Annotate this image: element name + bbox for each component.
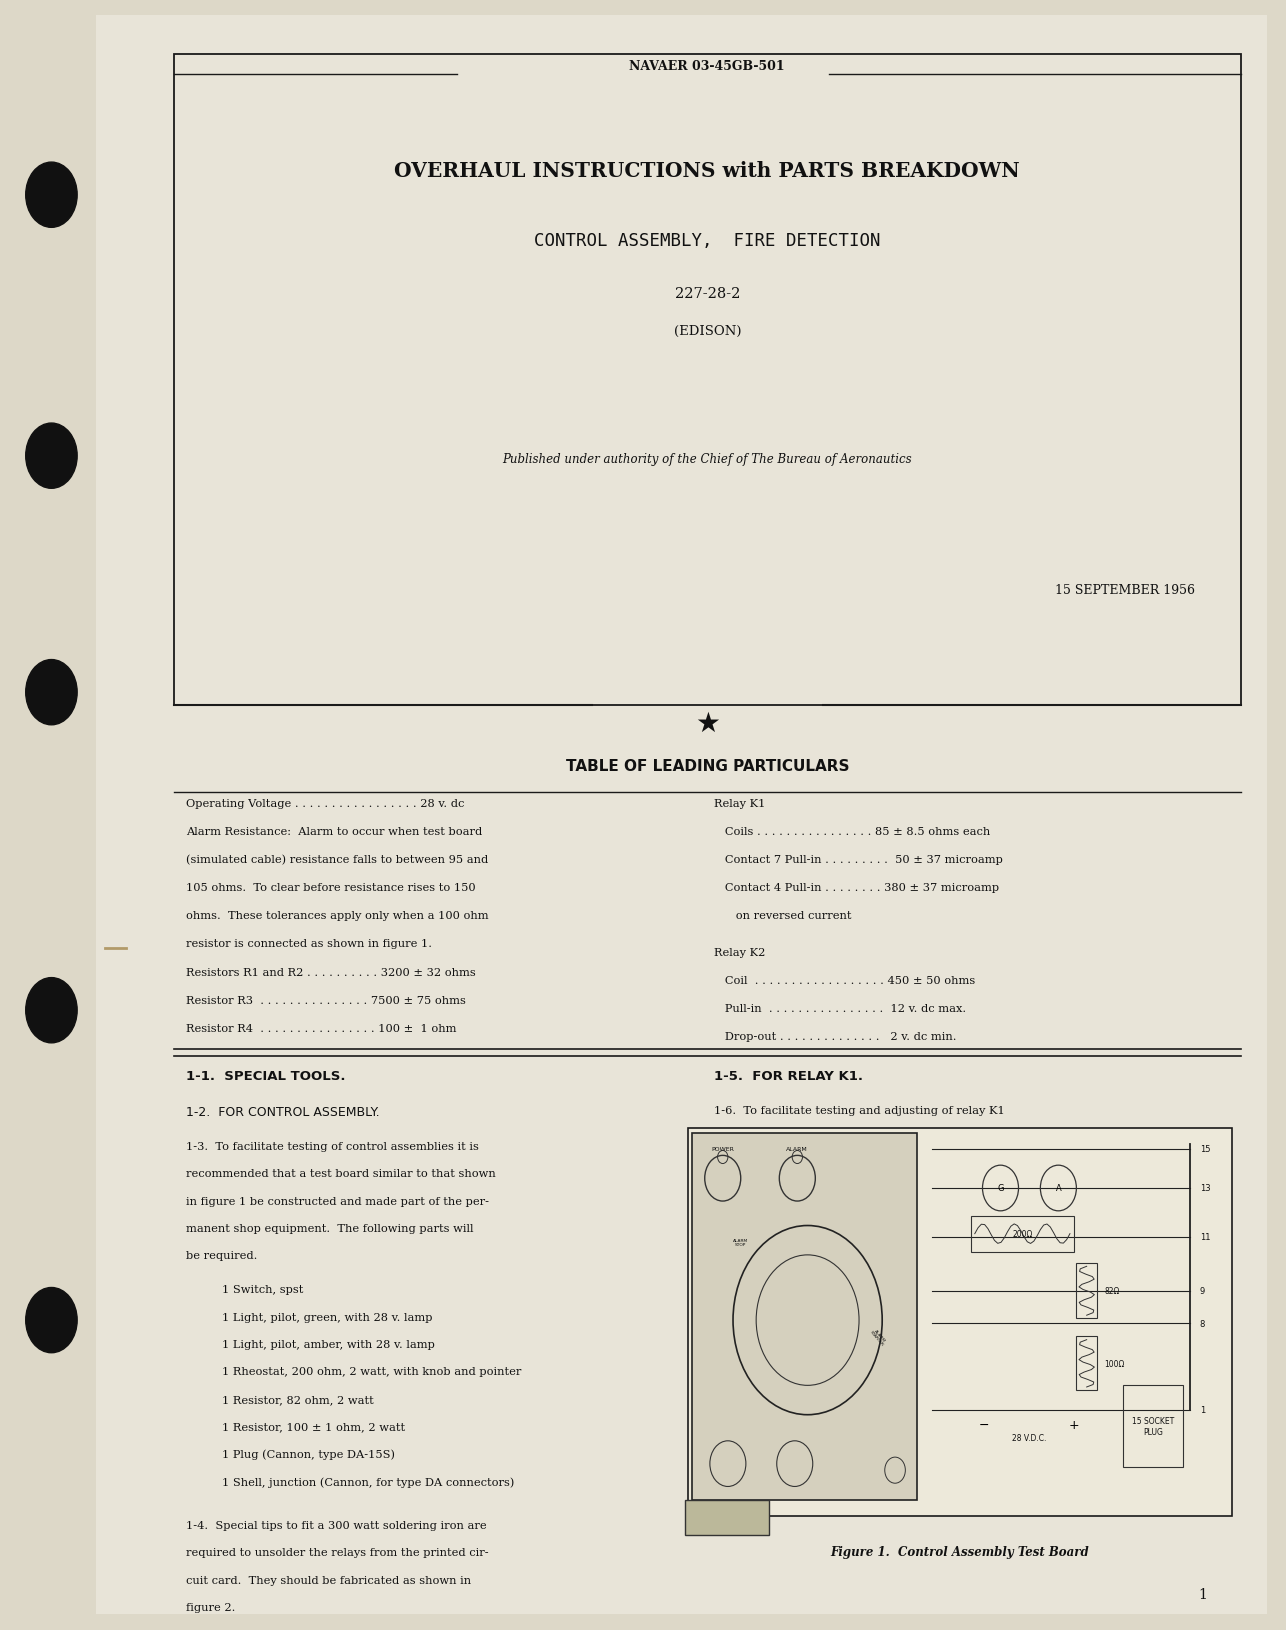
Text: 82Ω: 82Ω	[1105, 1286, 1120, 1296]
Text: 1 Resistor, 100 ± 1 ohm, 2 watt: 1 Resistor, 100 ± 1 ohm, 2 watt	[222, 1421, 405, 1431]
Text: required to unsolder the relays from the printed cir-: required to unsolder the relays from the…	[186, 1547, 489, 1557]
Text: 1-1.  SPECIAL TOOLS.: 1-1. SPECIAL TOOLS.	[186, 1069, 346, 1082]
Text: ALARM
STOP: ALARM STOP	[733, 1237, 748, 1247]
Bar	[174, 55, 1241, 706]
Text: 227-28-2: 227-28-2	[675, 287, 739, 300]
Text: Figure 1.  Control Assembly Test Board: Figure 1. Control Assembly Test Board	[831, 1545, 1089, 1558]
Text: 1-2.  FOR CONTROL ASSEMBLY.: 1-2. FOR CONTROL ASSEMBLY.	[186, 1105, 381, 1118]
Bar	[1076, 1337, 1097, 1390]
Text: Resistor R3  . . . . . . . . . . . . . . . 7500 ± 75 ohms: Resistor R3 . . . . . . . . . . . . . . …	[186, 994, 467, 1006]
Circle shape	[26, 660, 77, 725]
Circle shape	[26, 424, 77, 489]
Text: Published under authority of the Chief of The Bureau of Aeronautics: Published under authority of the Chief o…	[503, 453, 912, 466]
Text: +: +	[1069, 1418, 1079, 1431]
Text: 1 Switch, spst: 1 Switch, spst	[222, 1284, 303, 1294]
Bar	[685, 1500, 769, 1535]
Text: 1 Rheostat, 200 ohm, 2 watt, with knob and pointer: 1 Rheostat, 200 ohm, 2 watt, with knob a…	[222, 1366, 522, 1377]
Text: A: A	[1056, 1183, 1061, 1193]
Text: 200Ω: 200Ω	[1012, 1229, 1033, 1239]
Text: resistor is connected as shown in figure 1.: resistor is connected as shown in figure…	[186, 939, 432, 949]
Text: Coils . . . . . . . . . . . . . . . . 85 ± 8.5 ohms each: Coils . . . . . . . . . . . . . . . . 85…	[714, 826, 990, 836]
Text: (simulated cable) resistance falls to between 95 and: (simulated cable) resistance falls to be…	[186, 854, 489, 866]
Text: ★: ★	[694, 709, 720, 737]
Text: 9: 9	[1200, 1286, 1205, 1296]
Text: OVERHAUL INSTRUCTIONS with PARTS BREAKDOWN: OVERHAUL INSTRUCTIONS with PARTS BREAKDO…	[395, 161, 1020, 181]
Text: Drop-out . . . . . . . . . . . . . .   2 v. dc min.: Drop-out . . . . . . . . . . . . . . 2 v…	[714, 1032, 957, 1042]
Bar	[1076, 1263, 1097, 1319]
Text: 1 Light, pilot, amber, with 28 v. lamp: 1 Light, pilot, amber, with 28 v. lamp	[222, 1340, 436, 1350]
Text: Pull-in  . . . . . . . . . . . . . . . .  12 v. dc max.: Pull-in . . . . . . . . . . . . . . . . …	[714, 1004, 966, 1014]
Text: 100Ω: 100Ω	[1105, 1359, 1125, 1368]
Circle shape	[26, 1288, 77, 1353]
Bar	[688, 1128, 1232, 1516]
Text: 1: 1	[1200, 1405, 1205, 1415]
Text: Relay K1: Relay K1	[714, 799, 765, 808]
Text: 15 SOCKET
PLUG: 15 SOCKET PLUG	[1132, 1416, 1174, 1436]
Bar	[971, 1216, 1074, 1252]
Text: NAVAER 03-45GB-501: NAVAER 03-45GB-501	[629, 60, 786, 73]
Text: figure 2.: figure 2.	[186, 1602, 235, 1612]
Text: Coil  . . . . . . . . . . . . . . . . . . 450 ± 50 ohms: Coil . . . . . . . . . . . . . . . . . .…	[714, 975, 975, 985]
Bar	[1123, 1386, 1183, 1467]
Text: Contact 4 Pull-in . . . . . . . . 380 ± 37 microamp: Contact 4 Pull-in . . . . . . . . 380 ± …	[714, 883, 999, 893]
Text: −: −	[979, 1418, 989, 1431]
Text: manent shop equipment.  The following parts will: manent shop equipment. The following par…	[186, 1222, 475, 1234]
Text: G: G	[997, 1183, 1004, 1193]
Text: 1-6.  To facilitate testing and adjusting of relay K1: 1-6. To facilitate testing and adjusting…	[714, 1105, 1004, 1115]
Text: cuit card.  They should be fabricated as shown in: cuit card. They should be fabricated as …	[186, 1575, 472, 1584]
Text: Relay K2: Relay K2	[714, 947, 765, 957]
Text: 1-5.  FOR RELAY K1.: 1-5. FOR RELAY K1.	[714, 1069, 863, 1082]
Text: 15 SEPTEMBER 1956: 15 SEPTEMBER 1956	[1056, 584, 1195, 597]
Text: recommended that a test board similar to that shown: recommended that a test board similar to…	[186, 1169, 496, 1178]
Text: (EDISON): (EDISON)	[674, 324, 741, 337]
Text: 11: 11	[1200, 1232, 1210, 1242]
Text: 1 Resistor, 82 ohm, 2 watt: 1 Resistor, 82 ohm, 2 watt	[222, 1394, 374, 1403]
Text: 8: 8	[1200, 1319, 1205, 1328]
Text: 105 ohms.  To clear before resistance rises to 150: 105 ohms. To clear before resistance ris…	[186, 883, 476, 893]
Text: 1 Light, pilot, green, with 28 v. lamp: 1 Light, pilot, green, with 28 v. lamp	[222, 1312, 433, 1322]
Text: Resistors R1 and R2 . . . . . . . . . . 3200 ± 32 ohms: Resistors R1 and R2 . . . . . . . . . . …	[186, 967, 476, 976]
Text: on reversed current: on reversed current	[714, 911, 851, 921]
Circle shape	[26, 163, 77, 228]
Text: ALARM: ALARM	[787, 1146, 808, 1152]
Text: Resistor R4  . . . . . . . . . . . . . . . . 100 ±  1 ohm: Resistor R4 . . . . . . . . . . . . . . …	[186, 1024, 457, 1033]
Text: Alarm Resistance:  Alarm to occur when test board: Alarm Resistance: Alarm to occur when te…	[186, 826, 482, 836]
Text: 1: 1	[1199, 1588, 1206, 1601]
Text: 15: 15	[1200, 1144, 1210, 1154]
Text: ALARM
STARTER: ALARM STARTER	[869, 1327, 887, 1346]
Text: CONTROL ASSEMBLY,  FIRE DETECTION: CONTROL ASSEMBLY, FIRE DETECTION	[534, 231, 881, 251]
Bar	[692, 1133, 917, 1500]
Circle shape	[26, 978, 77, 1043]
Text: Operating Voltage . . . . . . . . . . . . . . . . . 28 v. dc: Operating Voltage . . . . . . . . . . . …	[186, 799, 464, 808]
Text: 13: 13	[1200, 1183, 1210, 1193]
Text: in figure 1 be constructed and made part of the per-: in figure 1 be constructed and made part…	[186, 1196, 490, 1206]
Text: TABLE OF LEADING PARTICULARS: TABLE OF LEADING PARTICULARS	[566, 758, 849, 774]
Text: ohms.  These tolerances apply only when a 100 ohm: ohms. These tolerances apply only when a…	[186, 911, 489, 921]
Text: Contact 7 Pull-in . . . . . . . . .  50 ± 37 microamp: Contact 7 Pull-in . . . . . . . . . 50 ±…	[714, 854, 1003, 866]
Text: POWER: POWER	[711, 1146, 734, 1152]
Text: 1 Plug (Cannon, type DA-15S): 1 Plug (Cannon, type DA-15S)	[222, 1449, 396, 1459]
Text: be required.: be required.	[186, 1250, 258, 1260]
Text: 1-4.  Special tips to fit a 300 watt soldering iron are: 1-4. Special tips to fit a 300 watt sold…	[186, 1519, 487, 1531]
Text: 28 V.D.C.: 28 V.D.C.	[1012, 1433, 1046, 1443]
Text: 1-3.  To facilitate testing of control assemblies it is: 1-3. To facilitate testing of control as…	[186, 1141, 480, 1151]
Text: 1 Shell, junction (Cannon, for type DA connectors): 1 Shell, junction (Cannon, for type DA c…	[222, 1477, 514, 1487]
